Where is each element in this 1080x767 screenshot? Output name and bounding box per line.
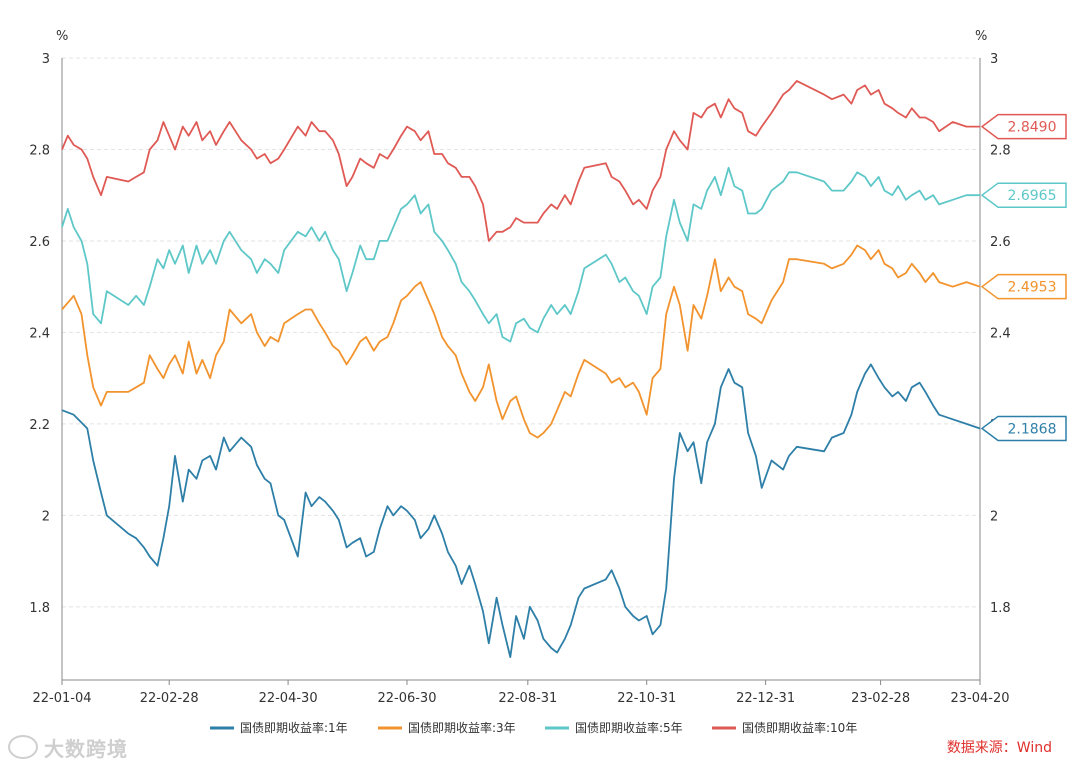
legend-label: 国债即期收益率:1年 — [240, 720, 348, 735]
gridlines — [62, 57, 980, 608]
end-label-value: 2.1868 — [1008, 421, 1057, 437]
series-line — [61, 244, 981, 439]
x-tick-label: 22-01-04 — [32, 691, 91, 706]
x-tick-label: 23-02-28 — [851, 691, 910, 706]
series-line — [61, 363, 981, 658]
y-tick-label-left: 2.6 — [29, 235, 50, 250]
x-tick-label: 22-04-30 — [259, 691, 318, 706]
y-unit-right: % — [975, 29, 987, 44]
series-line — [61, 80, 980, 242]
x-tick-label: 22-12-31 — [736, 691, 795, 706]
y-tick-label-right: 1.8 — [990, 601, 1011, 616]
y-tick-label-right: 2 — [990, 509, 998, 524]
y-tick-label-left: 2 — [42, 509, 50, 524]
source-note: 数据来源：Wind — [946, 740, 1052, 756]
x-tick-label: 22-02-28 — [140, 691, 199, 706]
y-tick-label-right: 2.8 — [990, 143, 1011, 158]
y-tick-label-left: 3 — [42, 52, 50, 67]
watermark-logo-icon — [8, 735, 38, 759]
legend-label: 国债即期收益率:10年 — [742, 720, 857, 735]
y-tick-label-right: 2.6 — [990, 235, 1011, 250]
legend: 国债即期收益率:1年 国债即期收益率:3年 国债即期收益率:5年 国债即期收益率:10… — [210, 720, 857, 735]
y-tick-label-left: 2.8 — [29, 143, 50, 158]
x-tick-label: 22-10-31 — [617, 691, 676, 706]
series-lines — [61, 80, 981, 658]
end-label-box — [980, 415, 1067, 442]
watermark-text: 大数跨境 — [44, 737, 128, 761]
end-label-box — [980, 273, 1067, 300]
y-unit-left: % — [56, 29, 68, 44]
end-label-box — [980, 113, 1067, 140]
end-label-box — [980, 182, 1067, 208]
axes: 1.81.8222.22.22.42.42.62.62.82.833%%22-0… — [29, 29, 1010, 706]
end-value-labels: 2.1868 2.4953 2.6965 2.8490 — [980, 113, 1067, 442]
series-line — [61, 166, 980, 343]
legend-label: 国债即期收益率:3年 — [408, 720, 516, 735]
legend-label: 国债即期收益率:5年 — [575, 720, 683, 735]
y-tick-label-right: 3 — [990, 52, 998, 67]
x-tick-label: 23-04-20 — [950, 691, 1009, 706]
end-label-value: 2.6965 — [1008, 188, 1057, 204]
y-tick-label-left: 2.4 — [29, 326, 50, 341]
y-tick-label-left: 2.2 — [29, 418, 50, 433]
watermark: 大数跨境 — [8, 733, 128, 762]
end-label-value: 2.8490 — [1008, 120, 1057, 136]
y-tick-label-right: 2.4 — [990, 326, 1011, 341]
end-label-value: 2.4953 — [1008, 280, 1057, 296]
y-tick-label-left: 1.8 — [29, 601, 50, 616]
x-tick-label: 22-06-30 — [377, 691, 436, 706]
x-tick-label: 22-08-31 — [498, 691, 557, 706]
